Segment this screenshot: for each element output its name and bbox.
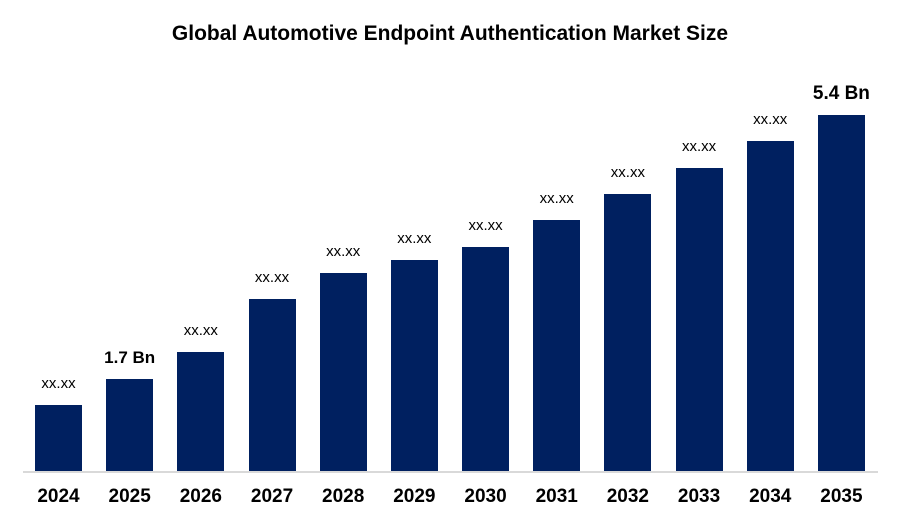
- x-axis-label-2033: 2033: [677, 486, 721, 507]
- bar-2029: [390, 260, 438, 471]
- bar-2033: [675, 168, 723, 471]
- chart-column-2032: xx.xx: [604, 80, 652, 471]
- chart-column-2030: xx.xx: [462, 80, 510, 471]
- bar-2028: [319, 273, 367, 471]
- x-axis-label-2027: 2027: [250, 486, 294, 507]
- bar-2032: [604, 194, 652, 471]
- chart-title: Global Automotive Endpoint Authenticatio…: [171, 22, 729, 45]
- chart-column-2025: 1.7 Bn: [104, 80, 156, 471]
- x-axis-label-2030: 2030: [464, 486, 507, 507]
- bar-value-label-2030: xx.xx: [468, 217, 503, 234]
- x-axis-labels: 2024 2025 2026 2027 2028 2029 2030 2031 2032 2033…: [35, 486, 865, 508]
- x-axis-label-2031: 2031: [535, 486, 578, 507]
- bar-2030: [462, 247, 510, 471]
- x-axis-label-2025: 2025: [108, 486, 151, 507]
- bar-value-label-2028: xx.xx: [326, 243, 361, 260]
- bar-value-label-2024: xx.xx: [41, 375, 76, 392]
- bar-2031: [533, 220, 581, 471]
- chart-column-2028: xx.xx: [319, 80, 367, 471]
- bar-value-label-2025: 1.7 Bn: [104, 348, 156, 367]
- chart-column-2024: xx.xx: [35, 80, 82, 471]
- chart-column-2027: xx.xx: [248, 80, 296, 471]
- x-axis-label-2032: 2032: [606, 486, 650, 507]
- chart-column-2026: xx.xx: [177, 80, 225, 471]
- bar-value-label-2029: xx.xx: [397, 230, 432, 247]
- bar-value-label-2031: xx.xx: [539, 190, 574, 207]
- x-axis-label-2029: 2029: [393, 486, 436, 507]
- chart-column-2035: 5.4 Bn: [813, 80, 870, 471]
- bar-value-label-2035: 5.4 Bn: [812, 83, 870, 104]
- chart-column-2033: xx.xx: [675, 80, 723, 471]
- bar-value-label-2032: xx.xx: [610, 164, 645, 181]
- bars-row: xx.xx 1.7 Bn xx.xx xx.xx xx.xx xx.xx xx.xx xx.x…: [35, 80, 870, 471]
- x-axis-label-2034: 2034: [749, 486, 792, 507]
- bar-2025: [106, 379, 154, 471]
- chart-column-2029: xx.xx: [390, 80, 438, 471]
- x-axis-label-2028: 2028: [322, 486, 365, 507]
- bar-2026: [177, 352, 225, 471]
- x-axis-label-2024: 2024: [37, 486, 80, 507]
- bar-2034: [746, 141, 794, 471]
- bar-2024: [35, 405, 82, 471]
- x-axis-label-2035: 2035: [820, 486, 863, 507]
- chart-column-2031: xx.xx: [533, 80, 581, 471]
- bar-value-label-2026: xx.xx: [183, 322, 218, 339]
- bar-value-label-2033: xx.xx: [681, 138, 717, 155]
- x-axis-label-2026: 2026: [179, 486, 222, 507]
- bar-2035: [817, 115, 865, 471]
- bar-value-label-2027: xx.xx: [254, 269, 290, 286]
- x-axis-baseline: [23, 471, 878, 473]
- bar-2027: [248, 299, 296, 471]
- chart-column-2034: xx.xx: [746, 80, 794, 471]
- bar-value-label-2034: xx.xx: [753, 111, 788, 128]
